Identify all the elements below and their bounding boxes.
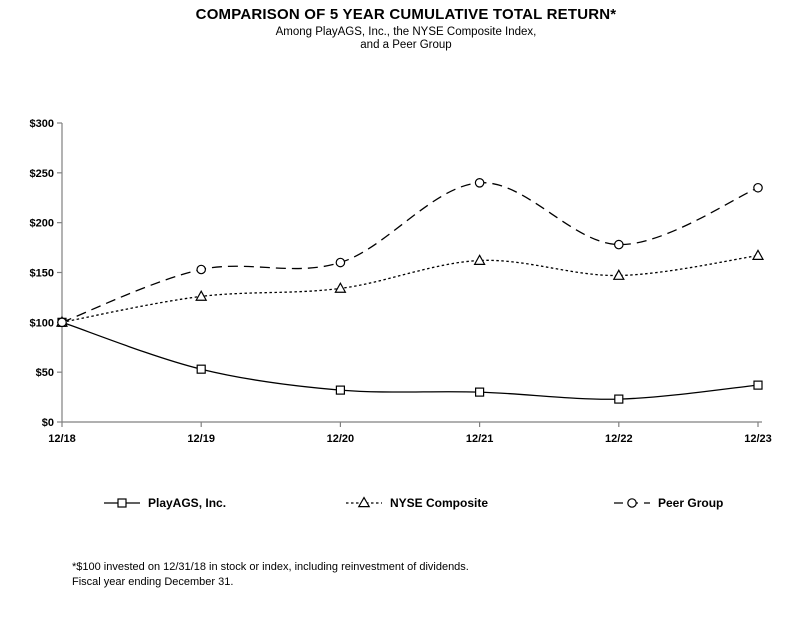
legend-item-peer: Peer Group: [613, 495, 723, 511]
chart-title: COMPARISON OF 5 YEAR CUMULATIVE TOTAL RE…: [195, 6, 617, 23]
y-axis-tick-label: $150: [30, 268, 54, 280]
chart-subtitle-line2: and a Peer Group: [360, 39, 452, 51]
triangle-marker: [751, 249, 765, 260]
legend-item-nyse: NYSE Composite: [345, 495, 488, 511]
circle-marker: [335, 257, 346, 268]
y-axis-tick-label: $200: [30, 218, 54, 230]
footnote-line1: *$100 invested on 12/31/18 in stock or i…: [72, 561, 469, 573]
x-axis-tick-label: 12/23: [744, 433, 772, 445]
square-marker: [196, 364, 206, 374]
solid-line-square-marker-icon: [104, 498, 140, 508]
x-axis-tick-label: 12/20: [327, 433, 355, 445]
circle-marker: [753, 182, 763, 193]
x-axis-tick-label: 12/18: [48, 433, 76, 445]
series-line-circle: [61, 182, 759, 323]
y-axis-tick-label: $50: [36, 367, 54, 379]
footnote-line2: Fiscal year ending December 31.: [72, 576, 234, 588]
y-axis-tick-label: $100: [30, 317, 54, 329]
triangle-marker: [612, 269, 625, 280]
legend-label-peer: Peer Group: [658, 496, 724, 510]
square-marker: [753, 380, 763, 390]
legend-item-playags: PlayAGS, Inc.: [103, 495, 226, 511]
x-axis-tick-label: 12/19: [187, 433, 215, 445]
dotted-line-triangle-marker-icon: [346, 496, 382, 508]
triangle-marker: [473, 254, 486, 265]
x-axis-tick-label: 12/22: [605, 433, 633, 445]
y-axis-tick-label: $0: [42, 417, 54, 429]
dashed-line-circle-marker-icon: [614, 498, 650, 508]
x-axis-tick-label: 12/21: [466, 433, 494, 445]
square-marker: [335, 385, 345, 395]
legend-label-playags: PlayAGS, Inc.: [148, 496, 227, 510]
y-axis-tick-label: $300: [30, 118, 54, 130]
series-line-triangle: [61, 254, 759, 323]
chart-footnote: *$100 invested on 12/31/18 in stock or i…: [72, 560, 469, 590]
legend-label-nyse: NYSE Composite: [390, 496, 489, 510]
chart-subtitle-line1: Among PlayAGS, Inc., the NYSE Composite …: [275, 26, 537, 38]
chart-subtitle: Among PlayAGS, Inc., the NYSE Composite …: [0, 26, 812, 52]
square-marker: [614, 394, 624, 404]
y-axis-tick-label: $250: [30, 168, 54, 180]
circle-marker: [57, 317, 67, 328]
circle-marker: [613, 239, 624, 250]
series-line-square: [61, 321, 759, 400]
circle-marker: [196, 264, 206, 275]
circle-marker: [474, 178, 485, 188]
legend: PlayAGS, Inc. NYSE Composite Peer Group: [0, 495, 812, 513]
triangle-marker: [334, 282, 347, 293]
square-marker: [475, 387, 485, 397]
triangle-marker: [195, 289, 208, 301]
